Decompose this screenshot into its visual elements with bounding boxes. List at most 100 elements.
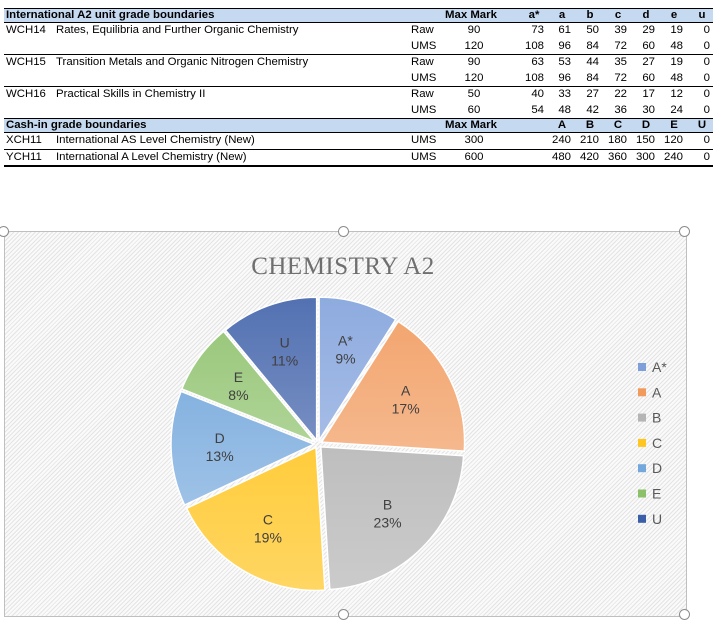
grade-header: d	[642, 9, 650, 21]
grade-value: 84	[586, 39, 599, 52]
resize-handle-bottom[interactable]	[338, 609, 349, 620]
legend-swatch	[638, 363, 646, 371]
grade-header: b	[586, 9, 594, 21]
pie-slice-e[interactable]	[180, 330, 316, 443]
table-row: YCH11 International A Level Chemistry (N…	[4, 150, 713, 167]
pie-slice-astar[interactable]	[318, 296, 397, 443]
qual-code: YCH11	[6, 150, 42, 163]
qual-name: International A Level Chemistry (New)	[56, 150, 247, 163]
grade-value: 19	[670, 56, 683, 68]
grade-value: 72	[614, 71, 627, 84]
grade-value: 36	[614, 103, 627, 116]
legend-swatch	[638, 388, 646, 397]
grade-value: 27	[586, 88, 599, 100]
data-label-category: U	[280, 334, 290, 350]
mark-type: UMS	[411, 103, 437, 116]
data-label-percent: 11%	[271, 352, 298, 368]
grade-value: 54	[531, 103, 544, 116]
grade-value: 0	[703, 24, 710, 36]
grade-header: u	[698, 9, 706, 21]
grade-value: 24	[670, 103, 683, 116]
grade-value: 150	[635, 134, 655, 146]
legend-label: D	[652, 460, 662, 476]
grade-value: 17	[642, 88, 655, 100]
grade-value: 0	[703, 150, 710, 163]
grade-value: 48	[670, 39, 683, 52]
grade-value: 73	[531, 24, 544, 36]
data-label-category: B	[383, 497, 392, 513]
table-row: WCH16 Practical Skills in Chemistry II R…	[4, 87, 713, 103]
data-label-percent: 17%	[392, 400, 420, 416]
mark-type: UMS	[411, 150, 437, 163]
grade-boundaries-table: International A2 unit grade boundaries M…	[4, 8, 713, 167]
grade-value: 30	[642, 103, 655, 116]
max-mark: 600	[464, 150, 484, 163]
max-mark: 90	[467, 56, 481, 68]
grade-value: 72	[614, 39, 627, 52]
max-mark: 120	[464, 71, 484, 84]
unit-code: WCH16	[6, 88, 46, 100]
grade-value: 27	[642, 56, 655, 68]
unit-code: WCH14	[6, 24, 46, 36]
grade-value: 60	[642, 71, 655, 84]
legend-swatch	[638, 438, 646, 447]
grade-value: 40	[531, 88, 544, 100]
grade-value: 50	[586, 24, 599, 36]
pie-slice-a[interactable]	[320, 320, 466, 452]
grade-value: 84	[586, 71, 599, 84]
grade-value: 210	[579, 134, 599, 146]
table-row: UMS 60 54 48 42 36 30 24 0	[4, 103, 713, 119]
mark-type: UMS	[411, 71, 437, 84]
legend-label: C	[652, 435, 662, 451]
grade-value: 240	[551, 134, 571, 146]
resize-handle-bottom-right[interactable]	[679, 609, 690, 620]
grade-header: U	[697, 119, 707, 131]
grade-value: 300	[635, 150, 655, 163]
grade-value: 44	[586, 56, 599, 68]
grade-value: 12	[670, 88, 683, 100]
grade-value: 180	[607, 134, 627, 146]
grade-value: 48	[558, 103, 571, 116]
grade-value: 0	[703, 103, 710, 116]
legend-swatch	[638, 413, 646, 422]
grade-value: 96	[558, 39, 571, 52]
unit-name: Transition Metals and Organic Nitrogen C…	[56, 56, 309, 68]
grade-value: 0	[703, 134, 710, 146]
unit-name: Rates, Equilibria and Further Organic Ch…	[56, 24, 299, 36]
chart-frame[interactable]: CHEMISTRY A2 A* 9% A 17% B 23% C 19% D 13% E 8% U 11%…	[4, 231, 687, 617]
table-row: UMS 120 108 96 84 72 60 48 0	[4, 39, 713, 55]
pie-data-labels: A* 9% A 17% B 23% C 19% D 13% E 8% U 11%	[206, 333, 420, 546]
cashin-header-title: Cash-in grade boundaries	[6, 119, 147, 131]
resize-handle-top-left[interactable]	[0, 226, 9, 237]
grade-value: 22	[614, 88, 627, 100]
grade-value: 63	[531, 56, 544, 68]
grade-header: B	[585, 119, 595, 131]
max-mark-header: Max Mark	[445, 119, 497, 131]
data-label-category: A	[401, 382, 411, 398]
table-row: WCH15 Transition Metals and Organic Nitr…	[4, 55, 713, 71]
data-label-percent: 9%	[335, 351, 355, 367]
max-mark-header: Max Mark	[445, 9, 497, 21]
chart-title: CHEMISTRY A2	[251, 253, 435, 280]
grade-value: 29	[642, 24, 655, 36]
cashin-header-row: Cash-in grade boundaries Max Mark A B C …	[4, 118, 713, 133]
pie-slice-d[interactable]	[170, 390, 316, 507]
legend-swatch	[638, 514, 646, 523]
qual-code: XCH11	[6, 134, 42, 146]
pie-slice-c[interactable]	[185, 446, 326, 592]
legend-label: B	[652, 410, 661, 426]
unit-code: WCH15	[6, 56, 46, 68]
a2-header-row: International A2 unit grade boundaries M…	[4, 8, 713, 23]
grade-value: 108	[524, 71, 544, 84]
pie-slice-b[interactable]	[320, 446, 465, 591]
grade-header: A	[557, 119, 567, 131]
pie-slice-u[interactable]	[224, 296, 318, 443]
grade-value: 360	[607, 150, 627, 163]
grade-value: 96	[558, 71, 571, 84]
a2-header-title: International A2 unit grade boundaries	[6, 9, 215, 21]
resize-handle-top-right[interactable]	[679, 226, 690, 237]
grade-value: 42	[586, 103, 599, 116]
grade-value: 480	[551, 150, 571, 163]
resize-handle-top[interactable]	[338, 226, 349, 237]
grade-value: 48	[670, 71, 683, 84]
